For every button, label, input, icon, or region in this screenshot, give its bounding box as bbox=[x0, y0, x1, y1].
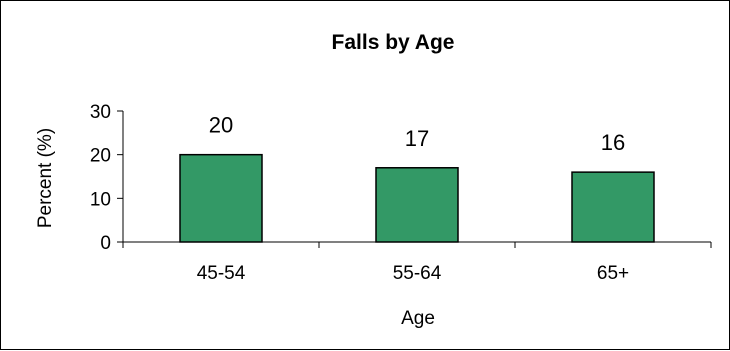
y-tick-label: 20 bbox=[90, 146, 111, 167]
y-tick-label: 10 bbox=[90, 189, 111, 210]
data-label: 20 bbox=[209, 113, 233, 138]
x-axis-title: Age bbox=[401, 308, 435, 329]
data-labels: 20 17 16 bbox=[209, 113, 625, 155]
bars bbox=[179, 153, 655, 243]
chart-title: Falls by Age bbox=[332, 31, 455, 54]
x-tick-label: 55-64 bbox=[393, 263, 442, 284]
y-tick-label: 30 bbox=[90, 102, 111, 123]
x-tick-label: 65+ bbox=[597, 263, 629, 284]
x-axis: 45-54 55-64 65+ bbox=[122, 241, 712, 284]
y-axis-title: Percent (%) bbox=[35, 128, 56, 228]
bar bbox=[375, 167, 459, 243]
data-label: 16 bbox=[601, 130, 625, 155]
y-axis: 0 10 20 30 bbox=[90, 102, 124, 254]
data-label: 17 bbox=[405, 126, 429, 151]
bar bbox=[571, 171, 655, 243]
y-tick-label: 0 bbox=[100, 233, 111, 254]
x-tick-label: 45-54 bbox=[197, 263, 246, 284]
bar bbox=[179, 153, 263, 243]
